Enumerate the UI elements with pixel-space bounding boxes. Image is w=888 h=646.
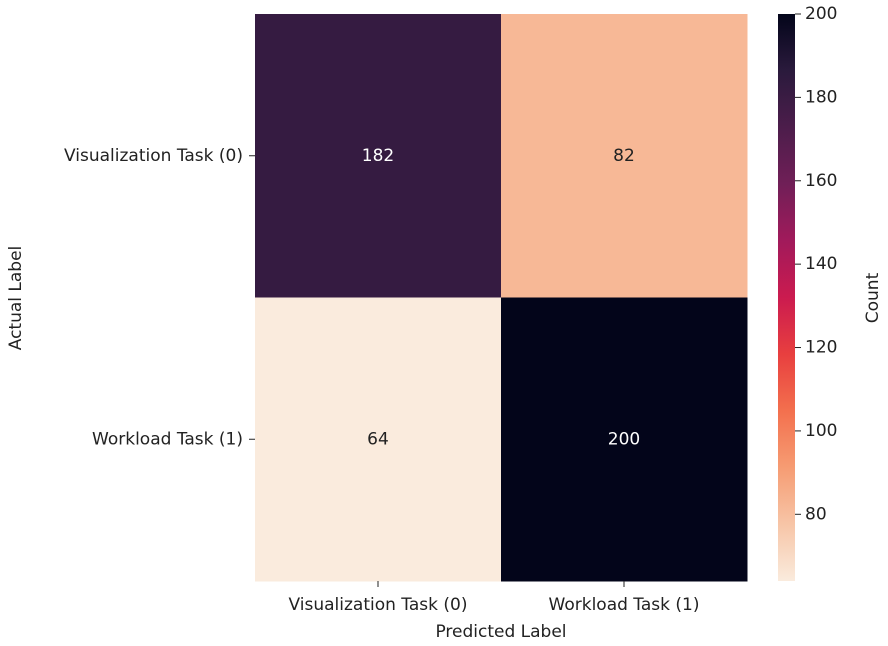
colorbar-tick-label: 160 <box>805 171 837 191</box>
heatmap-cell <box>501 14 748 298</box>
y-axis-label: Actual Label <box>6 246 26 351</box>
colorbar-tick-label: 180 <box>805 87 837 107</box>
y-tick-label: Visualization Task (0) <box>64 146 243 166</box>
colorbar-tick-label: 80 <box>805 504 827 524</box>
colorbar-label: Count <box>863 272 883 323</box>
colorbar <box>778 14 795 581</box>
colorbar-tick-label: 200 <box>805 4 837 24</box>
x-tick-label: Workload Task (1) <box>549 595 700 615</box>
y-tick-label: Workload Task (1) <box>92 429 243 449</box>
x-axis-label: Predicted Label <box>435 622 566 642</box>
colorbar-tick-label: 140 <box>805 254 837 274</box>
cell-label: 200 <box>608 429 640 449</box>
cell-label: 64 <box>367 429 389 449</box>
colorbar-tick-label: 120 <box>805 338 837 358</box>
heatmap-cell <box>255 14 502 298</box>
cell-label: 182 <box>362 146 394 166</box>
colorbar-tick-label: 100 <box>805 421 837 441</box>
x-tick-label: Visualization Task (0) <box>289 595 468 615</box>
cell-label: 82 <box>613 146 635 166</box>
heatmap-cell <box>501 297 748 582</box>
heatmap-cell <box>255 297 502 582</box>
